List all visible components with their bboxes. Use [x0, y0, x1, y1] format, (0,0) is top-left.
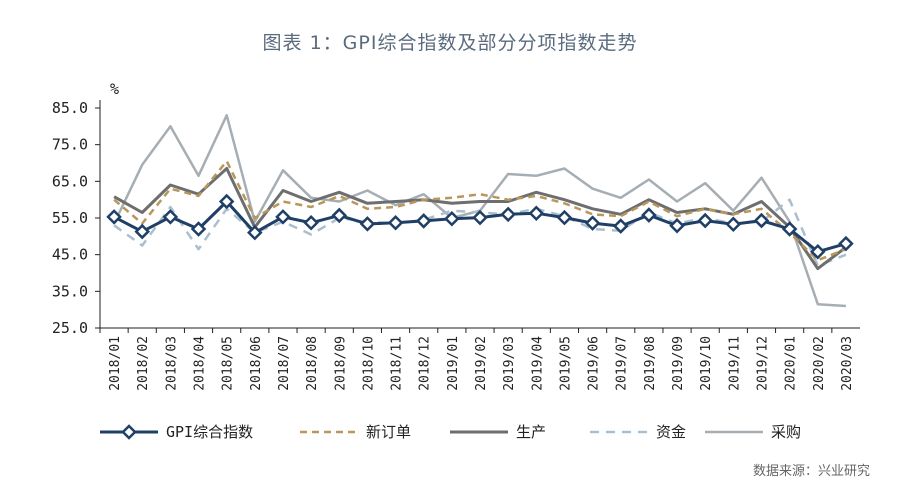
data-point-marker — [218, 193, 235, 210]
data-point-marker — [303, 214, 319, 231]
data-point-marker — [331, 207, 348, 224]
data-point-marker — [697, 212, 713, 229]
x-tick-label: 2019/06 — [587, 336, 602, 391]
data-point-marker — [838, 235, 854, 252]
x-tick-label: 2019/11 — [727, 336, 742, 391]
data-point-marker — [810, 243, 826, 260]
y-tick-label: 35.0 — [52, 282, 88, 300]
series-layer — [106, 114, 854, 308]
x-tick-label: 2019/03 — [502, 336, 517, 391]
x-tick-label: 2019/09 — [671, 336, 686, 391]
data-point-marker — [387, 214, 404, 231]
x-tick-label: 2018/11 — [390, 336, 405, 391]
x-tick-label: 2018/12 — [418, 336, 433, 391]
data-point-marker — [584, 215, 601, 231]
x-tick-label: 2020/01 — [784, 336, 799, 391]
x-tick-label: 2018/08 — [305, 336, 320, 391]
data-point-marker — [275, 209, 291, 225]
x-tick-label: 2018/03 — [164, 336, 179, 391]
legend-label: GPI综合指数 — [166, 423, 253, 441]
x-tick-label: 2019/02 — [474, 336, 489, 391]
legend-label: 采购 — [771, 423, 801, 441]
x-tick-label: 2019/10 — [699, 336, 714, 391]
data-point-marker — [556, 209, 573, 226]
legend-label: 生产 — [516, 423, 546, 441]
data-point-marker — [612, 218, 629, 234]
data-point-marker — [444, 210, 460, 227]
x-tick-label: 2019/07 — [615, 336, 630, 391]
y-axis: 85.0 75.0 65.0 55.0 45.0 35.0 25.0 — [52, 99, 101, 337]
data-source: 数据来源：兴业研究 — [752, 464, 870, 479]
legend-label: 新订单 — [366, 423, 411, 441]
y-tick-label: 85.0 — [52, 99, 88, 117]
data-point-marker — [415, 213, 432, 229]
data-point-marker — [162, 209, 179, 225]
data-point-marker — [753, 212, 770, 229]
data-point-marker — [106, 209, 122, 225]
x-tick-label: 2018/04 — [193, 336, 208, 391]
x-tick-label: 2018/02 — [136, 336, 151, 391]
x-tick-label: 2018/09 — [333, 336, 348, 391]
chart-title: 图表 1：GPI综合指数及部分分项指数走势 — [262, 32, 638, 54]
x-tick-label: 2019/12 — [755, 336, 770, 391]
x-tick-label: 2018/06 — [249, 336, 264, 391]
data-point-marker — [134, 223, 150, 240]
x-tick-label: 2019/01 — [446, 336, 461, 391]
x-tick-label: 2019/04 — [530, 336, 545, 391]
x-tick-label: 2019/08 — [643, 336, 658, 391]
legend: GPI综合指数 新订单 生产 资金 采购 — [100, 423, 801, 441]
x-tick-label: 2018/05 — [221, 336, 236, 391]
x-tick-label: 2020/03 — [840, 336, 855, 391]
y-tick-label: 65.0 — [52, 172, 88, 190]
legend-label: 资金 — [656, 423, 686, 441]
data-point-marker — [781, 221, 798, 237]
data-point-marker — [669, 217, 685, 234]
x-tick-label: 2020/02 — [812, 336, 827, 391]
data-point-marker — [359, 216, 376, 232]
y-tick-label: 55.0 — [52, 209, 88, 227]
data-point-marker — [190, 221, 207, 237]
legend-marker — [121, 424, 137, 440]
y-tick-label: 75.0 — [52, 136, 88, 154]
x-tick-label: 2018/10 — [361, 336, 376, 391]
data-point-marker — [500, 206, 516, 223]
x-tick-label: 2018/01 — [108, 336, 123, 391]
data-point-marker — [247, 224, 263, 241]
line-chart: % 85.075.065.055.045.035.025.0 2018/01 20… — [52, 80, 860, 441]
y-tick-label: 25.0 — [52, 319, 88, 337]
x-tick-label: 2019/05 — [558, 336, 573, 391]
data-point-marker — [472, 209, 488, 226]
data-point-marker — [528, 205, 545, 222]
x-axis: 2018/01 2018/02 2018/03 2018/04 2018/05 2018/… — [99, 327, 860, 391]
series-line — [113, 159, 847, 262]
y-unit-label: % — [110, 80, 119, 98]
data-point-marker — [641, 207, 657, 223]
x-tick-label: 2018/07 — [277, 336, 292, 391]
y-tick-label: 45.0 — [52, 246, 88, 264]
data-point-marker — [725, 216, 742, 233]
